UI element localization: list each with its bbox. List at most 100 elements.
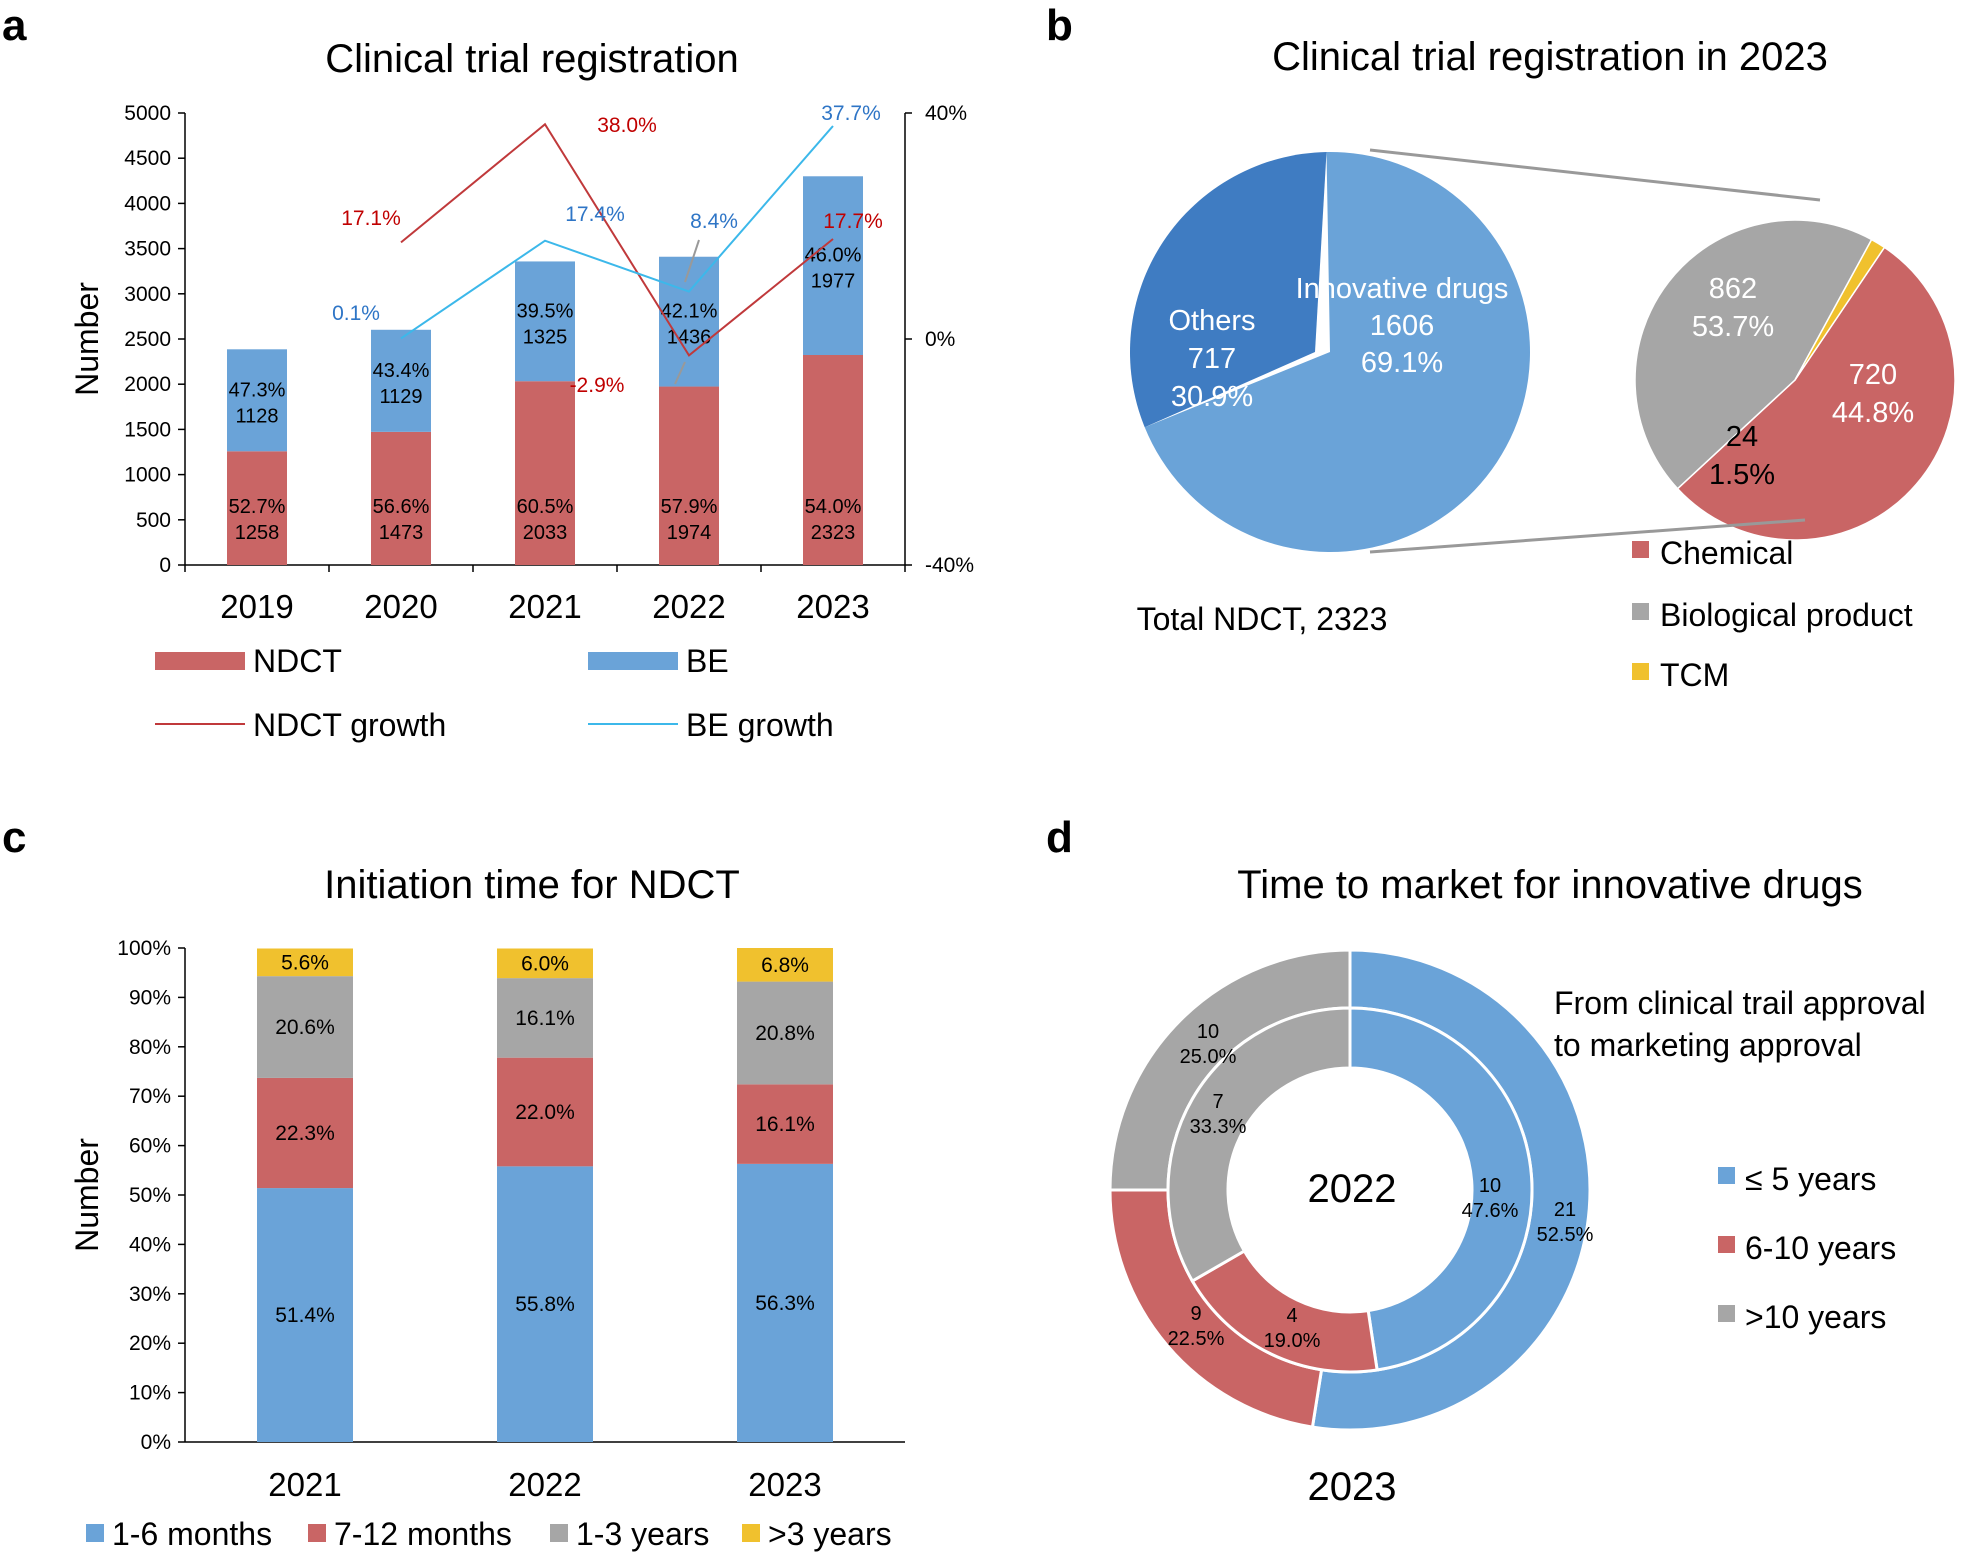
be-count-label: 1436 xyxy=(667,327,712,349)
stacked-bar-segment xyxy=(737,1163,833,1442)
y-tick-label: 60% xyxy=(129,1135,171,1158)
legend-swatch xyxy=(742,1524,760,1542)
panel-a-letter: a xyxy=(2,1,27,50)
segment-label: 22.3% xyxy=(275,1122,335,1145)
biological-value: 720 xyxy=(1849,359,1897,391)
panel-c-letter: c xyxy=(2,813,26,862)
y-tick-label: 0% xyxy=(141,1431,171,1454)
leader-line xyxy=(684,239,700,283)
panel-d-title: Time to market for innovative drugs xyxy=(1237,863,1862,907)
innovative-slice xyxy=(1144,151,1530,553)
ndct-count-label: 1974 xyxy=(667,522,712,544)
legend-swatch xyxy=(1632,603,1649,620)
legend-be-growth-label: BE growth xyxy=(686,707,834,743)
biological-pct: 44.8% xyxy=(1832,397,1914,429)
ndct-pct-label: 57.9% xyxy=(661,496,718,518)
segment-label: 6.8% xyxy=(761,954,809,977)
ndct-count-label: 2323 xyxy=(811,522,856,544)
be-pct-label: 43.4% xyxy=(373,360,430,382)
ndct-bar xyxy=(659,386,719,565)
x-tick-label: 2022 xyxy=(652,588,725,625)
panel-d-chart: 2022 2023 10 47.6% 4 19.0% 7 33.3% 21 52.5% 9 22.5%… xyxy=(1108,948,1926,1509)
ndct-growth-label: 38.0% xyxy=(597,114,657,137)
others-label: Others xyxy=(1168,305,1255,337)
tcm-pct: 1.5% xyxy=(1709,459,1775,491)
y-tick-label: 2500 xyxy=(124,328,171,351)
y-tick-label: 30% xyxy=(129,1283,171,1306)
panel-d-letter: d xyxy=(1046,813,1073,862)
ndct-growth-label: 17.7% xyxy=(823,210,883,233)
total-caption: Total NDCT, 2323 xyxy=(1137,601,1388,637)
outer-pct-label: 52.5% xyxy=(1537,1224,1594,1246)
stacked-bar-segment xyxy=(497,1166,593,1442)
inner-pct-label: 19.0% xyxy=(1264,1330,1321,1352)
be-growth-line xyxy=(400,125,834,340)
y-tick-label: 3500 xyxy=(124,238,171,261)
y-axis-label: Number xyxy=(69,282,105,396)
outer-value-label: 10 xyxy=(1197,1021,1219,1043)
ndct-growth-label: -2.9% xyxy=(570,374,625,397)
be-count-label: 1325 xyxy=(523,326,568,348)
stacked-bar-segment xyxy=(497,1057,593,1167)
ndct-growth-label: 17.1% xyxy=(341,207,401,230)
segment-label: 16.1% xyxy=(515,1007,575,1030)
ndct-growth-line xyxy=(400,122,834,357)
segment-label: 56.3% xyxy=(755,1292,815,1315)
legend-ndct-label: NDCT xyxy=(253,643,342,679)
inner-ring-gt10-years xyxy=(1166,1006,1352,1284)
panel-b-chart: Others 717 30.9% Innovative drugs 1606 69.1% T… xyxy=(1130,148,1956,693)
y-tick-label: 2000 xyxy=(124,373,171,396)
be-pct-label: 42.1% xyxy=(661,301,718,323)
be-bar xyxy=(371,329,431,432)
y2-tick-label: 40% xyxy=(925,102,967,125)
y-tick-label: 100% xyxy=(117,937,171,960)
x-tick-label: 2023 xyxy=(748,1466,821,1503)
segment-label: 20.6% xyxy=(275,1016,335,1039)
segment-label: 51.4% xyxy=(275,1304,335,1327)
legend-ndct-swatch xyxy=(155,652,245,670)
y2-tick-label: 0% xyxy=(925,328,955,351)
biological-slice xyxy=(1634,219,1873,490)
ndct-count-label: 1473 xyxy=(379,522,424,544)
connector-bottom xyxy=(1369,518,1806,554)
legend-be-swatch xyxy=(588,652,678,670)
y-tick-label: 3000 xyxy=(124,283,171,306)
tcm-value: 24 xyxy=(1726,421,1758,453)
be-bar xyxy=(803,176,863,356)
legend-label: 6-10 years xyxy=(1745,1230,1896,1266)
chemical-pct: 53.7% xyxy=(1692,311,1774,343)
connector-top xyxy=(1369,148,1821,202)
legend-label: TCM xyxy=(1660,657,1729,693)
panel-c-chart: 0% 10% 20% 30% 40% 50% 60% 70% 80% 90% 100% Number 5… xyxy=(69,937,905,1552)
legend-swatch xyxy=(1632,663,1649,680)
tcm-slice xyxy=(1794,238,1886,381)
legend-be-label: BE xyxy=(686,643,729,679)
be-count-label: 1128 xyxy=(235,405,278,427)
x-tick-label: 2021 xyxy=(268,1466,341,1503)
y-tick-label: 4000 xyxy=(124,192,171,215)
stacked-bar-segment xyxy=(257,976,353,1078)
ndct-pct-label: 56.6% xyxy=(373,496,430,518)
ndct-bar xyxy=(227,451,287,565)
be-growth-label: 17.4% xyxy=(565,203,625,226)
legend-label: >10 years xyxy=(1745,1299,1886,1335)
segment-label: 5.6% xyxy=(281,951,329,974)
ndct-count-label: 1258 xyxy=(235,522,280,544)
innovative-pct: 69.1% xyxy=(1361,347,1443,379)
panel-b-letter: b xyxy=(1046,1,1073,50)
inner-year-label: 2022 xyxy=(1308,1167,1397,1211)
y-tick-label: 4500 xyxy=(124,147,171,170)
panel-b-title: Clinical trial registration in 2023 xyxy=(1272,35,1828,79)
ndct-bar xyxy=(371,431,431,565)
y-tick-label: 20% xyxy=(129,1332,171,1355)
legend-swatch xyxy=(1632,541,1649,558)
ndct-bar xyxy=(515,381,575,565)
subtitle-line: From clinical trail approval xyxy=(1554,985,1926,1021)
y-tick-label: 40% xyxy=(129,1233,171,1256)
legend-label: Chemical xyxy=(1660,535,1793,571)
y-tick-label: 80% xyxy=(129,1036,171,1059)
outer-pct-label: 25.0% xyxy=(1180,1046,1237,1068)
y-tick-label: 500 xyxy=(136,509,171,532)
legend-swatch xyxy=(1718,1167,1735,1184)
